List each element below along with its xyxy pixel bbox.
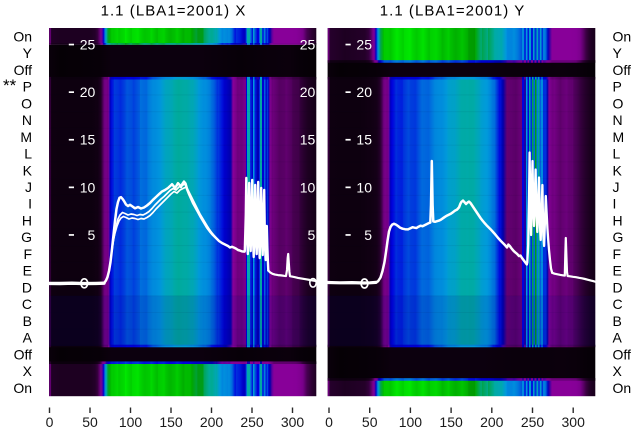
svg-text:250: 250 bbox=[240, 414, 264, 430]
svg-text:10: 10 bbox=[356, 179, 372, 195]
svg-text:B: B bbox=[613, 313, 622, 329]
svg-text:P: P bbox=[23, 79, 32, 95]
svg-text:On: On bbox=[13, 28, 32, 44]
svg-text:25: 25 bbox=[80, 37, 96, 53]
svg-text:J: J bbox=[25, 179, 32, 195]
svg-text:25: 25 bbox=[300, 37, 316, 53]
svg-text:Off: Off bbox=[613, 346, 632, 362]
svg-text:250: 250 bbox=[521, 414, 545, 430]
svg-text:0: 0 bbox=[46, 414, 54, 430]
svg-text:X: X bbox=[23, 363, 33, 379]
svg-text:P: P bbox=[613, 79, 622, 95]
svg-text:15: 15 bbox=[80, 132, 96, 148]
svg-text:J: J bbox=[613, 179, 620, 195]
svg-text:0: 0 bbox=[325, 414, 333, 430]
svg-text:C: C bbox=[613, 296, 623, 312]
svg-text:200: 200 bbox=[200, 414, 224, 430]
svg-text:D: D bbox=[613, 279, 623, 295]
svg-text:G: G bbox=[613, 229, 624, 245]
svg-text:On: On bbox=[613, 380, 632, 396]
svg-text:150: 150 bbox=[439, 414, 463, 430]
svg-text:I: I bbox=[28, 196, 32, 212]
svg-text:N: N bbox=[613, 112, 623, 128]
svg-text:X: X bbox=[613, 363, 623, 379]
svg-text:M: M bbox=[613, 129, 625, 145]
svg-text:Off: Off bbox=[14, 62, 33, 78]
svg-text:K: K bbox=[613, 162, 623, 178]
svg-text:A: A bbox=[613, 330, 623, 346]
svg-text:100: 100 bbox=[119, 414, 143, 430]
svg-text:I: I bbox=[613, 196, 617, 212]
svg-text:On: On bbox=[13, 380, 32, 396]
svg-text:1.1 (LBA1=2001) X: 1.1 (LBA1=2001) X bbox=[101, 3, 247, 20]
svg-text:**: ** bbox=[3, 76, 17, 95]
svg-text:10: 10 bbox=[80, 179, 96, 195]
svg-text:300: 300 bbox=[562, 414, 586, 430]
svg-text:O: O bbox=[21, 95, 32, 111]
svg-text:200: 200 bbox=[480, 414, 504, 430]
svg-text:E: E bbox=[613, 263, 622, 279]
svg-text:20: 20 bbox=[356, 84, 372, 100]
svg-text:G: G bbox=[21, 229, 32, 245]
svg-text:50: 50 bbox=[82, 414, 98, 430]
svg-text:N: N bbox=[22, 112, 32, 128]
svg-text:Off: Off bbox=[613, 62, 632, 78]
svg-text:15: 15 bbox=[300, 132, 316, 148]
svg-text:H: H bbox=[613, 213, 623, 229]
svg-text:L: L bbox=[24, 146, 32, 162]
svg-text:5: 5 bbox=[364, 227, 372, 243]
svg-text:F: F bbox=[23, 246, 32, 262]
svg-text:M: M bbox=[20, 129, 32, 145]
svg-text:300: 300 bbox=[281, 414, 305, 430]
svg-text:100: 100 bbox=[399, 414, 423, 430]
svg-text:L: L bbox=[613, 146, 621, 162]
svg-text:20: 20 bbox=[80, 84, 96, 100]
svg-text:H: H bbox=[22, 213, 32, 229]
svg-text:F: F bbox=[613, 246, 622, 262]
svg-text:E: E bbox=[23, 263, 32, 279]
svg-text:B: B bbox=[23, 313, 32, 329]
svg-text:50: 50 bbox=[362, 414, 378, 430]
svg-text:A: A bbox=[23, 330, 33, 346]
svg-text:Off: Off bbox=[14, 346, 33, 362]
svg-text:Y: Y bbox=[613, 45, 623, 61]
svg-text:K: K bbox=[23, 162, 33, 178]
svg-text:20: 20 bbox=[300, 84, 316, 100]
svg-text:C: C bbox=[22, 296, 32, 312]
svg-text:1.1 (LBA1=2001) Y: 1.1 (LBA1=2001) Y bbox=[380, 3, 526, 20]
svg-text:25: 25 bbox=[356, 37, 372, 53]
svg-text:O: O bbox=[613, 95, 624, 111]
svg-text:Y: Y bbox=[23, 45, 33, 61]
svg-text:10: 10 bbox=[300, 179, 316, 195]
svg-text:D: D bbox=[22, 279, 32, 295]
svg-text:On: On bbox=[613, 28, 632, 44]
svg-text:5: 5 bbox=[308, 227, 316, 243]
svg-text:150: 150 bbox=[159, 414, 183, 430]
svg-text:5: 5 bbox=[88, 227, 96, 243]
svg-text:15: 15 bbox=[356, 132, 372, 148]
